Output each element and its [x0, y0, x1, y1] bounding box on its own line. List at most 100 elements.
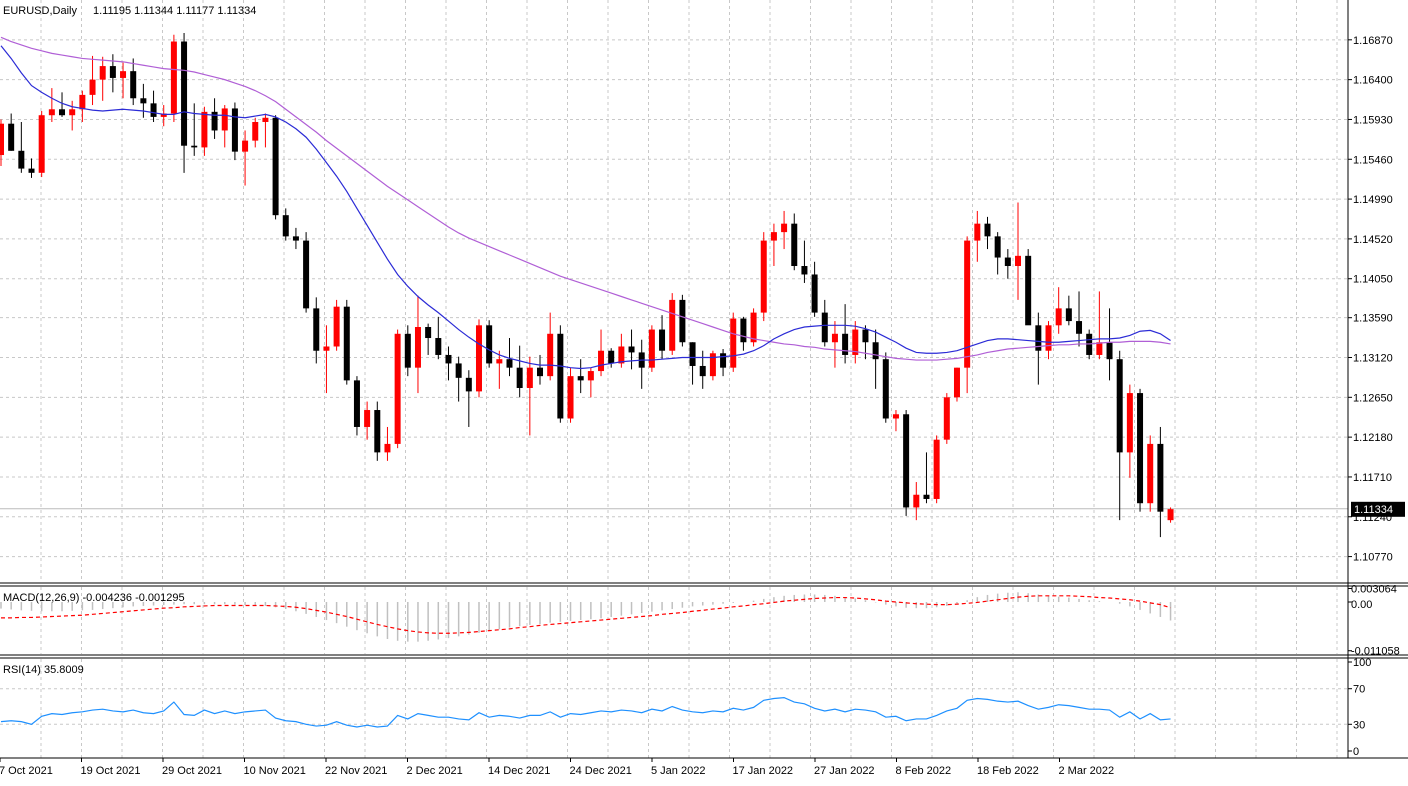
- candle-body: [1055, 308, 1062, 326]
- date-tick-label: 18 Feb 2022: [977, 765, 1039, 777]
- candle-body: [262, 117, 269, 122]
- candle-body: [740, 318, 747, 343]
- candle-body: [801, 266, 808, 275]
- ma-slow-line: [0, 36, 1171, 361]
- candle-body: [1035, 325, 1042, 351]
- price-panel[interactable]: [0, 33, 1174, 538]
- candle-body: [598, 350, 605, 372]
- price-tick-label: 1.13120: [1353, 353, 1393, 365]
- candle-body: [313, 308, 320, 351]
- candle-body: [160, 113, 167, 117]
- candle-body: [587, 371, 594, 381]
- rsi-tick-label: 30: [1353, 719, 1365, 731]
- candle-body: [414, 327, 421, 368]
- date-tick-label: 7 Oct 2021: [0, 765, 53, 777]
- date-tick-label: 2 Dec 2021: [407, 765, 463, 777]
- candle-body: [903, 414, 910, 508]
- candle-body: [343, 306, 350, 381]
- candle-body: [821, 312, 828, 343]
- candle-body: [689, 342, 696, 366]
- candle-body: [486, 325, 493, 364]
- candle-body: [699, 365, 706, 377]
- candle-body: [1004, 257, 1011, 267]
- current-price-label: 1.11334: [1354, 504, 1393, 516]
- candle-body: [231, 108, 238, 152]
- candle-body: [1025, 255, 1032, 326]
- rsi-line: [0, 696, 1171, 728]
- candle-body: [608, 350, 615, 364]
- candle-body: [79, 94, 86, 110]
- date-tick-label: 2 Mar 2022: [1059, 765, 1115, 777]
- candle-body: [943, 397, 950, 440]
- macd-tick-label: -0.011058: [1351, 646, 1400, 658]
- current-price-box: [1351, 501, 1405, 517]
- candle-body: [303, 240, 310, 309]
- macd-label: MACD(12,26,9) -0.004236 -0.001295: [3, 592, 185, 604]
- candle-body: [435, 338, 442, 355]
- date-tick-label: 5 Jan 2022: [651, 765, 705, 777]
- price-tick-label: 1.13590: [1353, 313, 1393, 325]
- candle-body: [567, 376, 574, 419]
- rsi-panel[interactable]: [0, 688, 1348, 728]
- candle-body: [364, 410, 371, 427]
- candle-body: [791, 223, 798, 267]
- date-tick-label: 29 Oct 2021: [162, 765, 222, 777]
- candle-body: [618, 346, 625, 364]
- candle-body: [913, 494, 920, 508]
- candle-body: [191, 145, 198, 148]
- candle-body: [120, 71, 127, 78]
- date-tick-label: 27 Jan 2022: [814, 765, 875, 777]
- candle-body: [984, 223, 991, 237]
- candle-body: [842, 333, 849, 355]
- candle-body: [953, 367, 960, 398]
- candle-body: [323, 346, 330, 351]
- candle-body: [475, 325, 482, 392]
- candle-body: [333, 306, 340, 347]
- candle-body: [709, 353, 716, 377]
- candle-body: [1015, 255, 1021, 267]
- candle-body: [1147, 443, 1154, 504]
- candle-body: [1045, 325, 1052, 351]
- candle-body: [1076, 321, 1083, 334]
- candle-body: [923, 494, 930, 499]
- candle-body: [425, 327, 432, 339]
- candle-body: [221, 108, 228, 131]
- candle-body: [353, 380, 360, 427]
- date-tick-label: 22 Nov 2021: [325, 765, 387, 777]
- candle-body: [1065, 308, 1072, 322]
- price-tick-label: 1.10770: [1353, 552, 1393, 564]
- candle-body: [201, 111, 208, 148]
- date-tick-label: 10 Nov 2021: [244, 765, 306, 777]
- macd-tick-label: 0.00: [1351, 599, 1372, 611]
- price-tick-label: 1.12180: [1353, 432, 1393, 444]
- candle-body: [1116, 359, 1123, 453]
- candle-body: [8, 123, 15, 151]
- candle-body: [69, 109, 76, 116]
- candle-body: [28, 168, 35, 173]
- ma-fast-line: [0, 45, 1171, 370]
- date-tick-label: 14 Dec 2021: [488, 765, 550, 777]
- candle-body: [38, 115, 45, 173]
- candle-body: [272, 117, 279, 216]
- candle-body: [282, 215, 289, 237]
- candle-body: [1157, 443, 1164, 512]
- candle-body: [994, 236, 1001, 258]
- candle-body: [445, 354, 452, 364]
- candle-body: [89, 79, 96, 95]
- candle-body: [465, 377, 472, 392]
- price-tick-label: 1.14050: [1353, 274, 1393, 286]
- candle-body: [547, 333, 554, 377]
- candle-body: [964, 240, 971, 368]
- price-tick-label: 1.14520: [1353, 234, 1393, 246]
- candle-body: [648, 329, 655, 368]
- price-tick-label: 1.15460: [1353, 154, 1393, 166]
- candle-body: [831, 333, 838, 343]
- macd-panel[interactable]: [0, 592, 1172, 642]
- candle-body: [892, 414, 899, 419]
- chart-header-ohlc: 1.11195 1.11344 1.11177 1.11334: [93, 5, 256, 17]
- candle-body: [557, 333, 564, 419]
- candle-body: [933, 439, 940, 499]
- candle-body: [130, 71, 137, 99]
